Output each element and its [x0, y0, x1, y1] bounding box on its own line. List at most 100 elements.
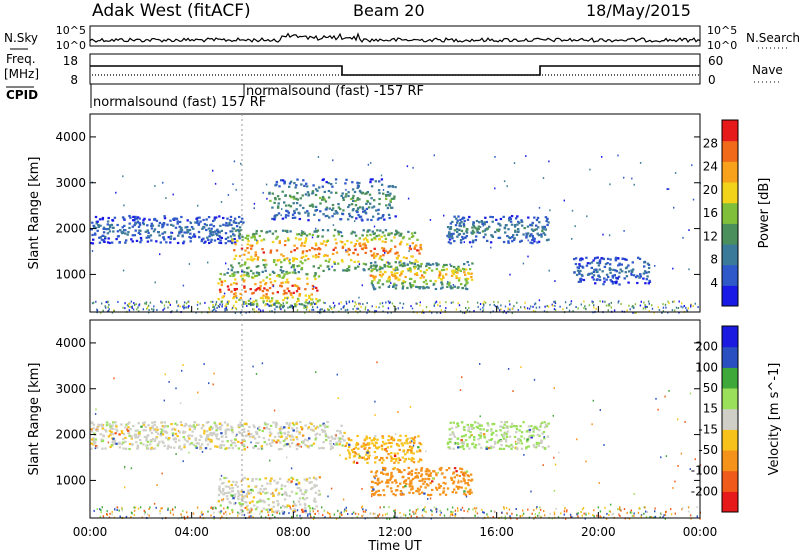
velocity-heatmap-cells [90, 361, 702, 520]
power-cell [593, 268, 596, 271]
power-cell [284, 309, 286, 312]
power-cell [485, 220, 488, 224]
power-cell [345, 302, 348, 305]
velocity-cell [295, 421, 298, 424]
power-cell [288, 262, 292, 265]
velocity-cell [505, 435, 509, 438]
power-cell [364, 251, 367, 254]
velocity-cell [304, 511, 308, 514]
velocity-cell [285, 435, 288, 439]
power-cell [356, 210, 359, 213]
velocity-cell [306, 514, 309, 517]
velocity-cell [233, 495, 236, 498]
velocity-cell [560, 512, 562, 515]
velocity-cell [329, 513, 331, 515]
velocity-cell [331, 437, 334, 440]
power-cell [359, 191, 362, 194]
power-cell [185, 306, 187, 309]
power-cell [321, 178, 324, 182]
power-cell [470, 272, 473, 275]
velocity-cell [355, 443, 358, 446]
power-cell [620, 303, 622, 305]
power-cell [692, 305, 694, 308]
velocity-cell [320, 446, 324, 449]
velocity-cell [617, 508, 619, 511]
power-cell [606, 262, 609, 265]
power-cell [463, 263, 466, 266]
power-cell [287, 239, 290, 242]
power-cell [238, 298, 241, 301]
velocity-cell [453, 488, 456, 491]
power-cell [301, 262, 304, 265]
power-cell [276, 291, 279, 294]
velocity-cell [188, 443, 192, 446]
velocity-cell [454, 513, 457, 516]
velocity-cell [408, 445, 412, 448]
velocity-cell [295, 427, 299, 430]
power-cell [425, 282, 428, 285]
velocity-cell [248, 511, 251, 514]
power-cell [425, 268, 429, 272]
velocity-cell [341, 435, 345, 438]
power-cell [644, 282, 647, 285]
velocity-cell [452, 433, 455, 436]
freq-right-tick-bottom: 0 [708, 73, 716, 87]
power-cell [244, 290, 247, 293]
power-cell [616, 277, 619, 280]
y-tick-label: 1000 [55, 267, 86, 281]
velocity-cell [230, 494, 233, 497]
power-cell [646, 262, 650, 265]
power-cell [441, 283, 444, 286]
power-cell [504, 231, 507, 234]
velocity-cell [537, 444, 540, 447]
velocity-cell [543, 437, 546, 440]
velocity-cell [300, 428, 304, 431]
power-cell [189, 221, 191, 223]
power-cell [314, 205, 318, 208]
velocity-cell [111, 424, 114, 427]
power-cell [456, 219, 459, 222]
velocity-cell [231, 426, 234, 429]
power-cell [419, 304, 421, 307]
velocity-cell [505, 426, 508, 429]
velocity-cell [482, 511, 484, 514]
power-cell [390, 273, 394, 276]
velocity-cell [111, 433, 115, 436]
power-cell [308, 300, 311, 303]
power-cell [328, 258, 331, 261]
power-cell [208, 230, 212, 233]
power-cell [331, 203, 335, 207]
power-cell [622, 257, 625, 260]
power-cell [305, 299, 308, 302]
velocity-cell [253, 437, 257, 440]
velocity-cell [263, 441, 266, 444]
power-cell [286, 210, 289, 213]
velocity-cell [372, 488, 375, 491]
velocity-cell [298, 497, 302, 500]
power-cell [370, 185, 374, 188]
velocity-cell [428, 494, 431, 497]
power-cell [409, 284, 412, 287]
power-cell [408, 267, 412, 270]
velocity-cell [269, 479, 272, 482]
power-cell [384, 229, 388, 232]
velocity-cell [152, 429, 156, 432]
power-cell [331, 185, 334, 188]
power-cell [460, 283, 463, 286]
power-cell [202, 226, 205, 229]
power-cell [513, 305, 515, 308]
power-cell [304, 239, 307, 242]
velocity-cell [654, 515, 657, 518]
power-cell [128, 302, 130, 305]
power-cell [196, 219, 199, 222]
power-cell [311, 287, 315, 290]
power-cell [483, 221, 486, 224]
velocity-cell [323, 509, 325, 512]
power-cell [530, 228, 534, 231]
power-cell [321, 198, 324, 201]
velocity-cell [374, 435, 377, 438]
velocity-cell [321, 506, 323, 509]
power-cell [270, 301, 272, 304]
velocity-cell [264, 492, 267, 495]
velocity-cell [623, 508, 626, 511]
